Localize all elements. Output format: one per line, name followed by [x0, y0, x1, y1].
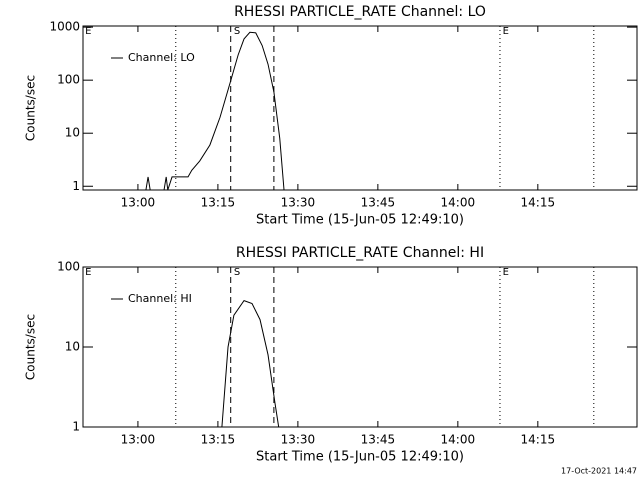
- series-line: [140, 31, 285, 191]
- chart-title: RHESSI PARTICLE_RATE Channel: LO: [234, 4, 486, 20]
- chart-title: RHESSI PARTICLE_RATE Channel: HI: [236, 245, 484, 261]
- y-axis-label: Counts/sec: [24, 75, 38, 141]
- x-tick-label: 13:15: [201, 196, 236, 210]
- marker-label: E: [503, 267, 509, 278]
- x-tick-label: 14:00: [441, 433, 476, 447]
- y-tick-label: 10: [65, 340, 80, 354]
- marker-label: S: [234, 26, 240, 37]
- legend-label: Channel: LO: [128, 51, 195, 64]
- plot-frame: [82, 25, 638, 191]
- footer: 17-Oct-2021 14:47: [561, 467, 637, 476]
- x-tick-label: 13:45: [361, 196, 396, 210]
- marker-label: S: [234, 267, 240, 278]
- y-tick-label: 1: [72, 420, 80, 434]
- x-axis-label: Start Time (15-Jun-05 12:49:10): [256, 450, 464, 465]
- x-tick-label: 13:45: [361, 433, 396, 447]
- y-tick-label: 10: [65, 126, 80, 140]
- marker-label: E: [85, 267, 91, 278]
- x-tick-label: 13:00: [121, 433, 156, 447]
- legend-label: Channel: HI: [128, 292, 192, 305]
- x-tick-label: 13:15: [201, 433, 236, 447]
- y-tick-label: 1: [72, 179, 80, 193]
- x-tick-label: 14:15: [521, 196, 556, 210]
- x-tick-label: 13:00: [121, 196, 156, 210]
- series-line: [221, 300, 280, 428]
- marker-label: E: [85, 26, 91, 37]
- y-tick-label: 100: [57, 260, 80, 274]
- x-tick-label: 13:30: [281, 433, 316, 447]
- y-tick-label: 100: [57, 73, 80, 87]
- y-axis-label: Counts/sec: [24, 314, 38, 380]
- x-tick-label: 14:15: [521, 433, 556, 447]
- x-axis-label: Start Time (15-Jun-05 12:49:10): [256, 213, 464, 228]
- x-tick-label: 14:00: [441, 196, 476, 210]
- x-tick-label: 13:30: [281, 196, 316, 210]
- y-tick-label: 1000: [49, 20, 80, 34]
- marker-label: E: [503, 26, 509, 37]
